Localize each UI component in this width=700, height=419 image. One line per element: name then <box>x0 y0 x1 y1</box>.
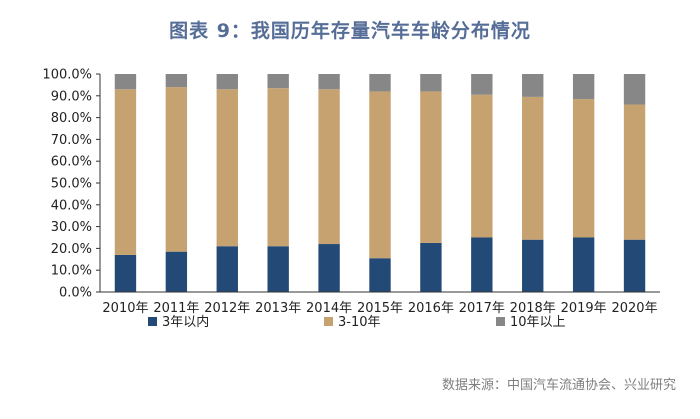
y-tick-label: 10.0% <box>51 264 92 279</box>
bars-group <box>114 74 646 292</box>
x-axis: 2010年 2011年 2012年 2013年 2014年 2015年 2016年 2017年… <box>100 291 660 316</box>
bar-segment-2-2018年 <box>522 96 544 240</box>
bar-segment-3-2011年 <box>165 74 188 88</box>
legend-swatch <box>324 317 333 326</box>
bar-segment-1-2019年 <box>572 237 595 292</box>
bar-segment-3-2016年 <box>420 74 442 92</box>
bar-segment-2-2019年 <box>572 99 595 238</box>
x-tick-label: 2015年 <box>357 301 403 316</box>
bar-segment-2-2016年 <box>420 91 442 243</box>
bar-segment-1-2011年 <box>165 251 188 292</box>
y-axis: 0.0% 10.0% 20.0% 30.0% 40.0% 50.0% 60.0% 70.0% 8… <box>42 68 101 301</box>
legend-label: 10年以上 <box>510 315 566 330</box>
y-tick-label: 20.0% <box>51 242 92 257</box>
legend-swatch <box>496 317 505 326</box>
x-tick-label: 2014年 <box>306 301 352 316</box>
bar-segment-3-2013年 <box>267 74 289 89</box>
x-tick-label: 2019年 <box>561 301 607 316</box>
x-tick-label: 2016年 <box>408 301 454 316</box>
bar-segment-2-2013年 <box>267 88 289 247</box>
x-tick-label: 2018年 <box>510 301 556 316</box>
y-tick-label: 40.0% <box>51 198 92 213</box>
legend: 3年以内 3-10年 10年以上 <box>148 314 566 330</box>
bar-segment-2-2020年 <box>623 104 646 240</box>
x-tick-label: 2010年 <box>102 301 148 316</box>
bar-segment-3-2020年 <box>623 74 646 105</box>
bar-segment-3-2019年 <box>572 74 595 100</box>
bar-segment-1-2010年 <box>114 254 137 292</box>
bar-segment-3-2010年 <box>114 74 137 90</box>
bar-segment-1-2014年 <box>318 244 340 292</box>
legend-label: 3-10年 <box>338 315 381 330</box>
x-tick-label: 2013年 <box>255 301 301 316</box>
legend-swatch <box>148 317 157 326</box>
data-source-note: 数据来源：中国汽车流通协会、兴业研究 <box>441 378 676 393</box>
bar-segment-1-2017年 <box>471 237 493 292</box>
bar-segment-3-2014年 <box>318 74 340 90</box>
bar-segment-3-2015年 <box>369 74 391 92</box>
bar-segment-3-2012年 <box>216 74 238 90</box>
y-tick-label: 60.0% <box>51 155 92 170</box>
bar-segment-1-2013年 <box>267 246 289 292</box>
x-tick-label: 2020年 <box>611 301 657 316</box>
y-tick-label: 80.0% <box>51 111 92 126</box>
bar-segment-1-2016年 <box>420 242 442 292</box>
bar-segment-2-2012年 <box>216 89 238 247</box>
bar-segment-1-2012年 <box>216 246 238 292</box>
y-tick-label: 70.0% <box>51 133 92 148</box>
y-tick-label: 30.0% <box>51 220 92 235</box>
bar-segment-2-2010年 <box>114 89 137 255</box>
bar-segment-2-2017年 <box>471 94 493 238</box>
bar-segment-2-2011年 <box>165 87 188 252</box>
chart-title: 图表 9：我国历年存量汽车车龄分布情况 <box>169 20 531 42</box>
y-tick-label: 0.0% <box>59 286 92 301</box>
bar-segment-2-2014年 <box>318 89 340 245</box>
y-tick-label: 100.0% <box>42 68 92 83</box>
legend-label: 3年以内 <box>162 314 209 330</box>
bar-segment-1-2018年 <box>522 239 544 292</box>
y-tick-label: 90.0% <box>51 89 92 104</box>
bar-segment-3-2017年 <box>471 74 493 95</box>
bar-segment-1-2015年 <box>369 258 391 292</box>
x-tick-label: 2012年 <box>204 301 250 316</box>
bar-segment-3-2018年 <box>522 74 544 97</box>
x-tick-label: 2017年 <box>459 301 505 316</box>
y-tick-label: 50.0% <box>51 177 92 192</box>
x-tick-label: 2011年 <box>153 301 199 316</box>
bar-segment-2-2015年 <box>369 91 391 259</box>
bar-segment-1-2020年 <box>623 239 646 292</box>
